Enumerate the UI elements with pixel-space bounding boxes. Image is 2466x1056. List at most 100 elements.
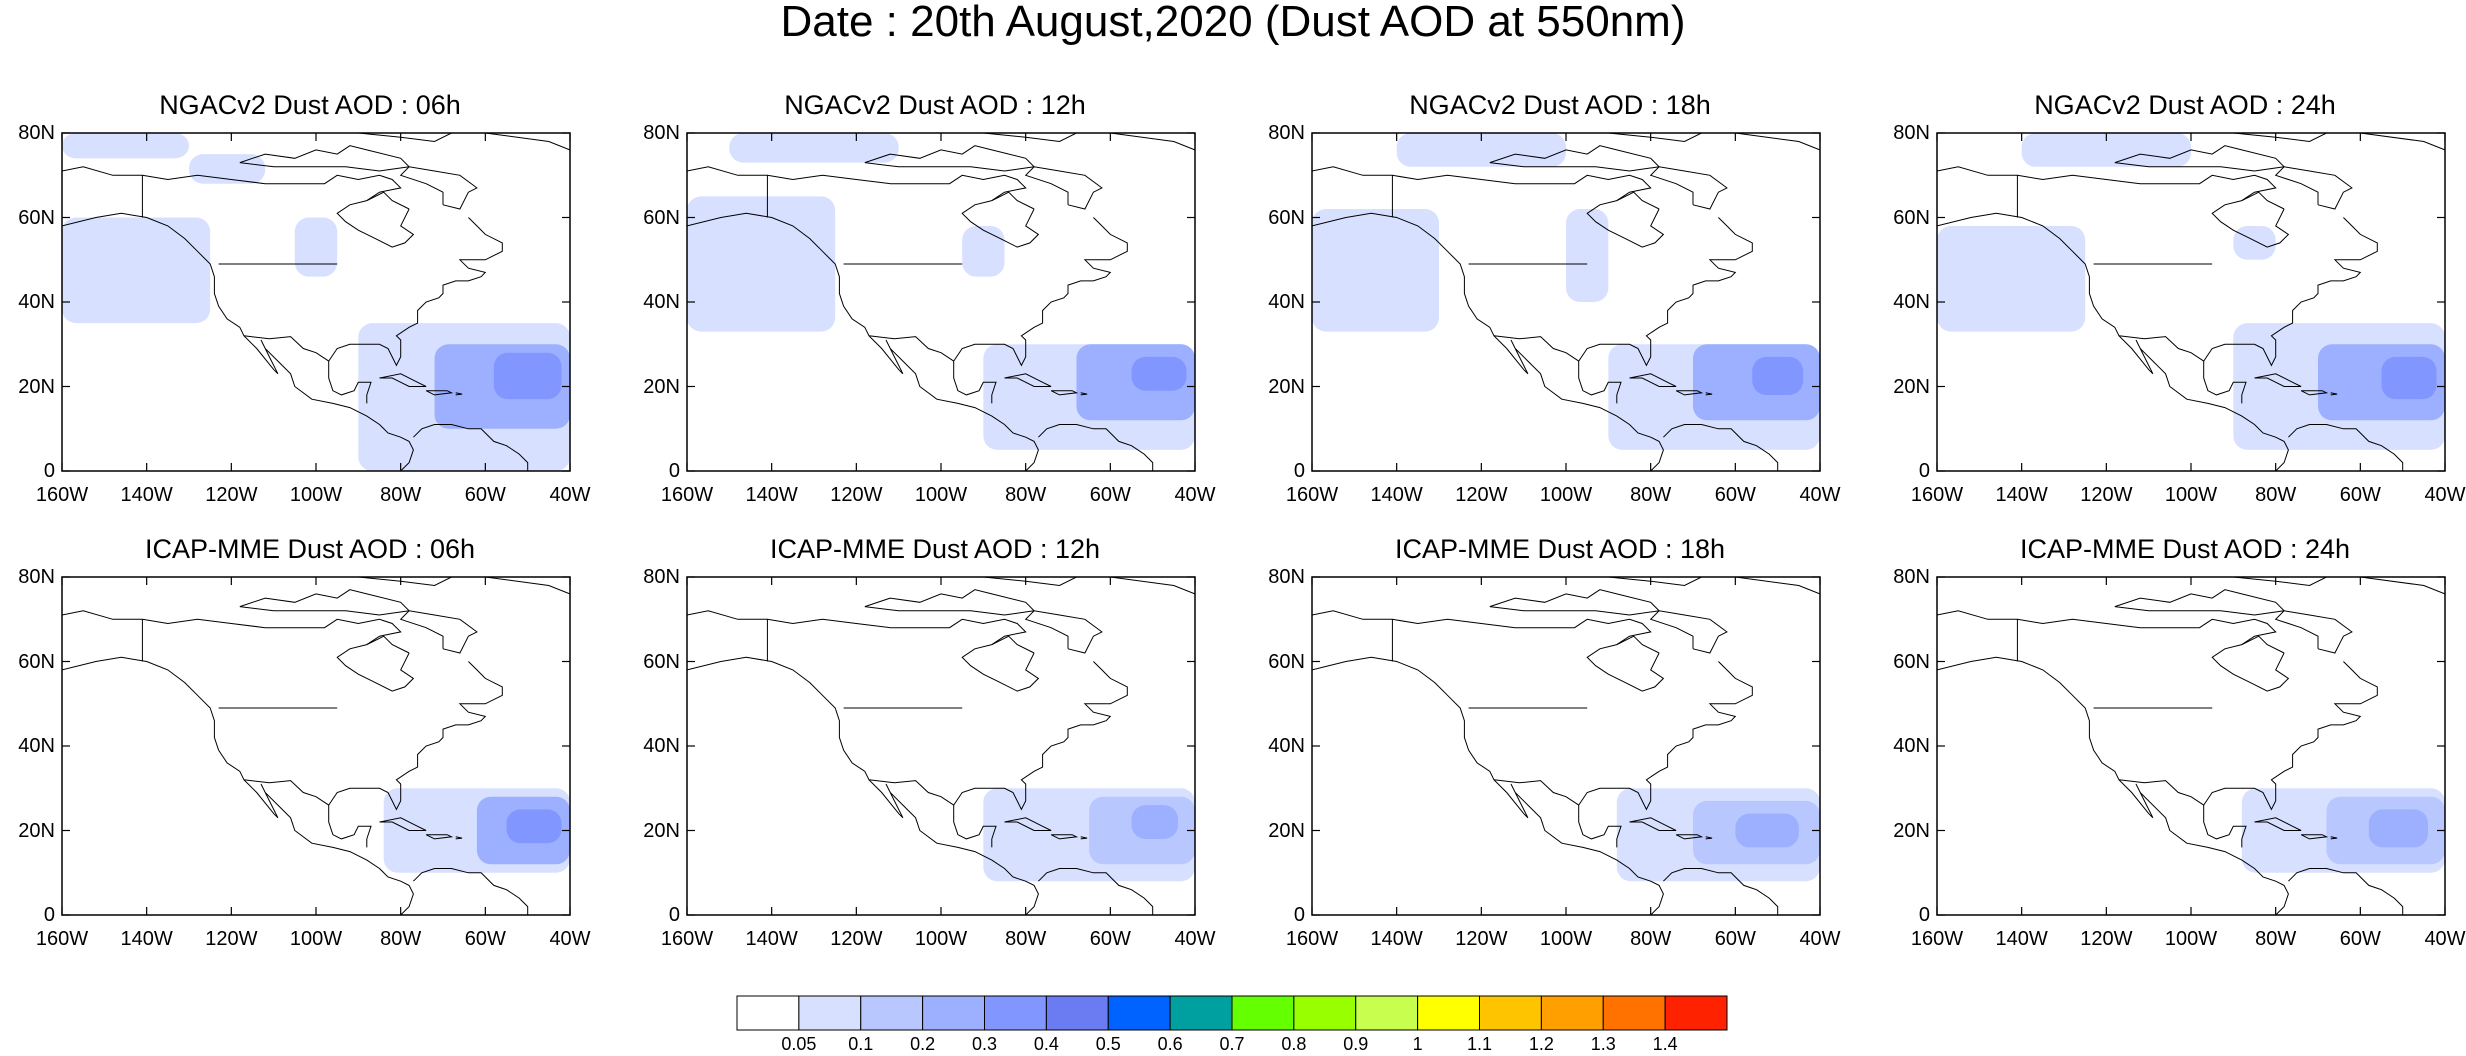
lon-tick-label: 120W	[830, 484, 883, 506]
lat-tick-label: 80N	[1268, 566, 1305, 588]
coastline	[1608, 133, 1702, 143]
map-plot	[1936, 132, 2446, 472]
lon-tick-label: 100W	[1539, 484, 1593, 506]
coastline	[1050, 390, 1079, 396]
dust-aod-region	[1131, 356, 1187, 391]
lon-tick-label: 40W	[1174, 928, 1216, 950]
coastline	[1675, 834, 1704, 840]
coastline	[2233, 133, 2327, 143]
colorbar-label: 0.4	[1033, 1034, 1059, 1054]
lon-tick-label: 100W	[2164, 928, 2218, 950]
panel-title: ICAP-MME Dust AOD : 06h	[144, 534, 476, 564]
coastline	[1312, 610, 1652, 646]
coastline	[983, 577, 1077, 587]
coastline	[1705, 836, 1713, 840]
lon-tick-label: 60W	[1089, 928, 1131, 950]
map-plot	[61, 132, 571, 472]
coastline	[399, 166, 478, 210]
coastline	[1080, 836, 1088, 840]
lon-tick-label: 40W	[1799, 928, 1841, 950]
map-panel: ICAP-MME Dust AOD : 12h 80N 60N 40N 20N 0 160W…	[625, 534, 1245, 994]
lon-tick-label: 140W	[745, 484, 798, 506]
colorbar-label: 0.3	[971, 1034, 998, 1054]
coastline	[953, 217, 1128, 404]
lat-tick-label: 40N	[1893, 735, 1930, 757]
coastline	[2288, 424, 2404, 471]
lon-tick-label: 80W	[1005, 484, 1047, 506]
coastline	[239, 145, 411, 172]
lat-tick-label: 80N	[1893, 566, 1930, 588]
coastline	[1024, 610, 1103, 654]
colorbar-swatch	[1231, 995, 1295, 1031]
coastline	[864, 589, 1036, 616]
lon-tick-label: 80W	[1630, 484, 1672, 506]
map-panel: ICAP-MME Dust AOD : 06h 80N 60N 40N 20N 0 160W…	[0, 534, 620, 994]
lon-tick-label: 100W	[289, 484, 343, 506]
coastline	[2203, 661, 2378, 848]
lon-tick-label: 160W	[1285, 484, 1339, 506]
colorbar-swatch	[1355, 995, 1419, 1031]
lon-tick-label: 120W	[2080, 484, 2133, 506]
panel-title: NGACv2 Dust AOD : 24h	[2034, 90, 2336, 120]
colorbar-label: 0.05	[781, 1034, 817, 1054]
lon-tick-label: 60W	[464, 928, 506, 950]
coastline	[961, 635, 1040, 692]
colorbar-swatch	[860, 995, 924, 1031]
colorbar-swatch	[1479, 995, 1542, 1031]
coastline	[358, 133, 452, 143]
lon-tick-label: 100W	[289, 928, 343, 950]
coastline	[413, 868, 529, 915]
coastline	[62, 610, 402, 646]
coastline	[328, 661, 503, 848]
coastline	[1629, 817, 1677, 831]
panel-title: NGACv2 Dust AOD : 06h	[159, 90, 461, 120]
map-plot	[686, 576, 1196, 916]
lon-tick-label: 60W	[1089, 484, 1131, 506]
coastline	[485, 133, 570, 151]
colorbar-swatch	[736, 995, 800, 1031]
lat-tick-label: 20N	[18, 375, 55, 398]
lon-tick-label: 60W	[2339, 928, 2381, 950]
coastline	[1110, 577, 1195, 595]
coastline	[1675, 390, 1704, 396]
colorbar-label: 0.6	[1157, 1034, 1183, 1054]
lat-tick-label: 40N	[1893, 291, 1930, 313]
lat-tick-label: 40N	[643, 735, 680, 757]
map-panel: NGACv2 Dust AOD : 18h 80N 60N 40N 20N 0 160W 14…	[1250, 90, 1870, 550]
coastline	[425, 390, 454, 396]
colorbar-label: 0.5	[1095, 1034, 1121, 1054]
lat-tick-label: 20N	[1268, 819, 1305, 842]
coastline	[2330, 392, 2338, 396]
coastline	[687, 212, 1039, 471]
coastline	[1080, 392, 1088, 396]
lon-tick-label: 60W	[1714, 484, 1756, 506]
lon-tick-label: 160W	[1910, 484, 1964, 506]
colorbar-swatch	[1293, 995, 1357, 1031]
dust-aod-region	[1752, 356, 1804, 395]
lon-tick-label: 80W	[1630, 928, 1672, 950]
colorbar-swatch	[1664, 995, 1728, 1031]
dust-aod-region	[1312, 209, 1439, 332]
coastline	[1050, 834, 1079, 840]
map-plot	[61, 576, 571, 916]
panel-title: ICAP-MME Dust AOD : 18h	[1394, 534, 1726, 564]
lat-tick-label: 40N	[1268, 291, 1305, 313]
coastline	[1493, 779, 1579, 806]
coastline	[2360, 133, 2445, 151]
lat-tick-label: 20N	[1268, 375, 1305, 398]
lon-tick-label: 120W	[205, 484, 258, 506]
coastline	[413, 424, 529, 471]
lat-tick-label: 20N	[643, 375, 680, 398]
lon-tick-label: 140W	[1370, 484, 1423, 506]
coastline	[1663, 424, 1779, 471]
lon-tick-label: 80W	[2255, 928, 2297, 950]
coastline	[2300, 834, 2329, 840]
lat-tick-label: 60N	[1893, 206, 1930, 229]
coastline	[1038, 868, 1154, 915]
lon-tick-label: 80W	[380, 484, 422, 506]
dust-aod-region	[2368, 809, 2429, 848]
lon-tick-label: 80W	[1005, 928, 1047, 950]
lon-tick-label: 40W	[549, 484, 591, 506]
map-panel: NGACv2 Dust AOD : 06h 80N 60N 40N 20N 0 160W 14…	[0, 90, 620, 550]
lon-tick-label: 160W	[35, 484, 89, 506]
